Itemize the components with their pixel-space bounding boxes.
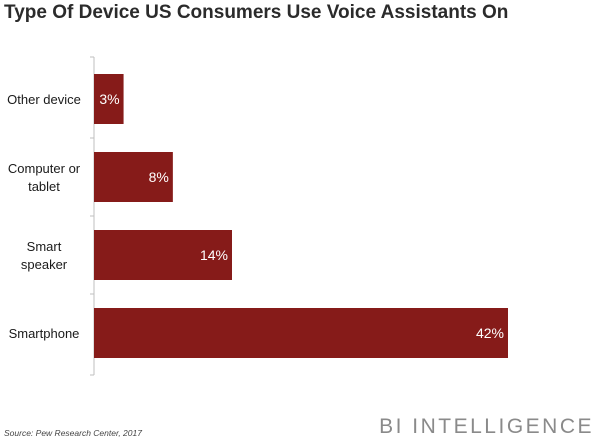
bar-0 xyxy=(94,74,124,124)
bar-value-label-2: 14% xyxy=(200,247,228,263)
category-label-line-3-0: Smartphone xyxy=(9,326,80,341)
bar-value-label-0: 3% xyxy=(99,91,119,107)
category-label-3: Smartphone xyxy=(9,326,80,341)
category-label-line-0-0: Other device xyxy=(7,92,81,107)
category-label-1: Computer or tablet xyxy=(8,161,81,194)
bar-2 xyxy=(94,230,232,280)
category-label-line-2-1: speaker xyxy=(21,257,68,272)
category-label-2: Smart speaker xyxy=(21,239,68,272)
category-label-line-2-0: Smart xyxy=(27,239,62,254)
brand-logo: BI INTELLIGENCE xyxy=(379,415,594,438)
bar-value-label-1: 8% xyxy=(149,169,169,185)
category-label-line-1-1: tablet xyxy=(28,179,60,194)
bar-1 xyxy=(94,152,173,202)
bars-group: 3% Other device 8% Computer or tablet 14% Smar… xyxy=(7,56,508,376)
category-label-line-1-0: Computer or xyxy=(8,161,81,176)
bar-3 xyxy=(94,308,508,358)
source-note: Source: Pew Research Center, 2017 xyxy=(4,428,142,438)
category-label-0: Other device xyxy=(7,92,81,107)
chart-title: Type Of Device US Consumers Use Voice As… xyxy=(4,2,509,23)
bar-value-label-3: 42% xyxy=(476,325,504,341)
